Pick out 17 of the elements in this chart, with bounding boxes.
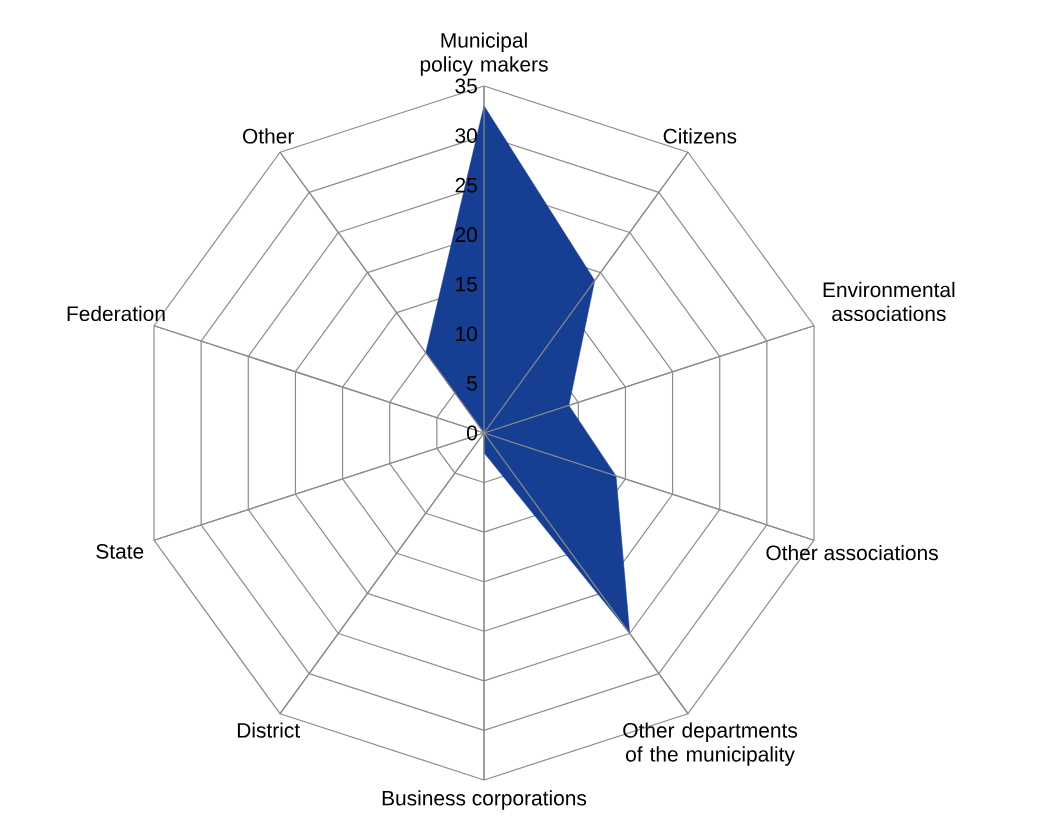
y-tick-label: 15	[456, 276, 477, 292]
spoke-label: District	[237, 722, 300, 738]
y-tick-label: 0	[466, 425, 477, 441]
y-tick-label: 10	[456, 326, 477, 342]
spoke-label: State	[96, 543, 144, 559]
spoke-label: Citizens	[663, 128, 737, 144]
spoke-label: Other	[242, 128, 294, 144]
spoke-label: Other departments of the municipality	[623, 722, 798, 766]
y-tick-label: 35	[455, 78, 477, 94]
spoke-label: Environmental associations	[823, 281, 955, 322]
spoke-label: Municipal policy makers	[420, 32, 548, 76]
spoke-label: Other associations	[766, 544, 938, 561]
spoke-label: Federation	[67, 305, 165, 322]
y-tick-label: 5	[467, 376, 477, 391]
spoke-label: Business corporations	[382, 790, 587, 810]
y-tick-label: 20	[455, 227, 477, 243]
y-tick-label: 30	[455, 128, 477, 143]
